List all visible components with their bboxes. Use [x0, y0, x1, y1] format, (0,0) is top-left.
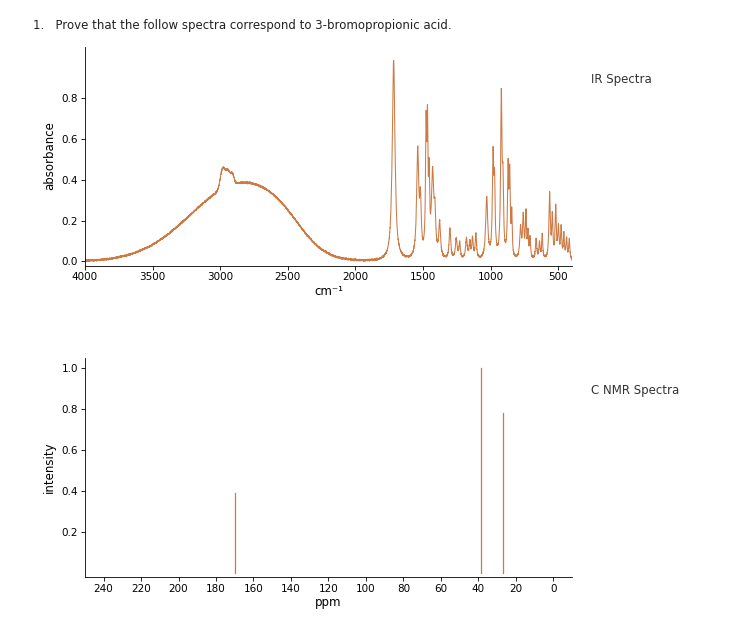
- X-axis label: cm⁻¹: cm⁻¹: [314, 285, 343, 298]
- Y-axis label: intensity: intensity: [43, 441, 56, 493]
- Text: 1.   Prove that the follow spectra correspond to 3-bromopropionic acid.: 1. Prove that the follow spectra corresp…: [33, 19, 452, 32]
- Y-axis label: absorbance: absorbance: [43, 122, 56, 190]
- Text: IR Spectra: IR Spectra: [591, 73, 652, 86]
- Text: C NMR Spectra: C NMR Spectra: [591, 384, 680, 397]
- X-axis label: ppm: ppm: [315, 596, 342, 609]
